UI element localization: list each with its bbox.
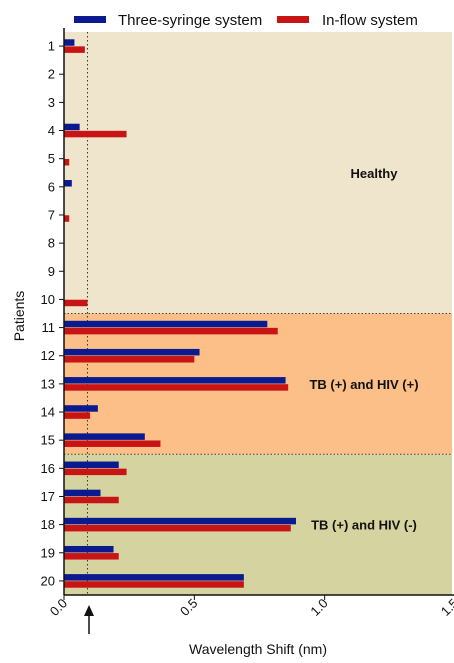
x-tick-label: 1.5 — [438, 596, 454, 619]
bar-three-syringe — [64, 545, 114, 553]
bar-in-flow — [64, 384, 289, 391]
region-background — [64, 454, 452, 595]
y-tick-label: 5 — [48, 151, 55, 166]
region-borders — [64, 313, 452, 455]
bar-in-flow — [64, 356, 195, 363]
y-tick-label: 7 — [48, 207, 55, 222]
y-tick-label: 17 — [41, 489, 55, 504]
bar-three-syringe — [64, 574, 244, 581]
legend: Three-syringe system In-flow system — [74, 12, 418, 29]
bars — [64, 39, 296, 588]
legend-label-three-syringe: Three-syringe system — [118, 12, 262, 29]
region-background — [64, 313, 452, 455]
y-tick-label: 12 — [41, 348, 55, 363]
x-axis-title: Wavelength Shift (nm) — [189, 641, 327, 657]
legend-swatch-in-flow — [277, 16, 309, 23]
legend-swatch-three-syringe — [74, 16, 106, 23]
y-tick-label: 1 — [48, 39, 55, 54]
y-tick-label: 10 — [41, 292, 55, 307]
bar-in-flow — [64, 158, 70, 166]
bar-in-flow — [64, 327, 278, 335]
y-tick-label: 8 — [48, 236, 55, 251]
y-tick-label: 13 — [41, 376, 55, 391]
bar-in-flow — [64, 299, 88, 307]
region-label: TB (+) and HIV (+) — [309, 377, 418, 392]
y-tick-label: 18 — [41, 517, 55, 532]
bar-three-syringe — [64, 461, 119, 469]
y-tick-label: 14 — [41, 405, 55, 420]
bar-three-syringe — [64, 433, 145, 440]
bar-in-flow — [64, 440, 161, 447]
bar-three-syringe — [64, 39, 75, 46]
bar-three-syringe — [64, 517, 296, 525]
region-background — [64, 32, 452, 314]
legend-label-in-flow: In-flow system — [322, 12, 418, 29]
region-label: TB (+) and HIV (-) — [311, 518, 417, 533]
x-tick-label: 1.0 — [307, 596, 330, 619]
bar-three-syringe — [64, 180, 72, 187]
bar-in-flow — [64, 553, 119, 560]
x-tick-labels: 0.0 0.5 1.0 1.5 — [47, 596, 454, 619]
y-tick-label: 11 — [42, 320, 56, 335]
bar-three-syringe — [64, 405, 98, 412]
region-label: Healthy — [351, 166, 399, 181]
bar-in-flow — [64, 468, 127, 476]
y-tick-label: 20 — [41, 573, 55, 588]
bar-in-flow — [64, 524, 291, 532]
threshold-arrow — [84, 605, 94, 634]
y-tick-label: 4 — [48, 123, 55, 138]
x-tick-label: 0.5 — [177, 596, 200, 619]
bar-in-flow — [64, 412, 91, 419]
bar-three-syringe — [64, 320, 268, 328]
y-tick-label: 6 — [48, 179, 55, 194]
y-tick-label: 9 — [48, 264, 55, 279]
y-tick-label: 16 — [41, 461, 55, 476]
bar-in-flow — [64, 46, 85, 53]
axes — [59, 28, 454, 600]
bar-in-flow — [64, 130, 127, 138]
y-tick-label: 15 — [41, 433, 55, 448]
y-tick-label: 19 — [41, 545, 55, 560]
bar-in-flow — [64, 581, 244, 588]
y-tick-label: 2 — [48, 67, 55, 82]
bar-three-syringe — [64, 377, 286, 384]
region-backgrounds — [64, 32, 452, 595]
y-tick-label: 3 — [48, 95, 55, 110]
x-tick-label: 0.0 — [47, 596, 70, 619]
bar-three-syringe — [64, 348, 200, 356]
bar-three-syringe — [64, 123, 80, 131]
bar-in-flow — [64, 496, 119, 504]
region-labels: Healthy TB (+) and HIV (+) TB (+) and HIV … — [309, 166, 418, 533]
bar-in-flow — [64, 215, 70, 222]
bar-three-syringe — [64, 489, 101, 497]
y-axis-title: Patients — [11, 291, 27, 342]
